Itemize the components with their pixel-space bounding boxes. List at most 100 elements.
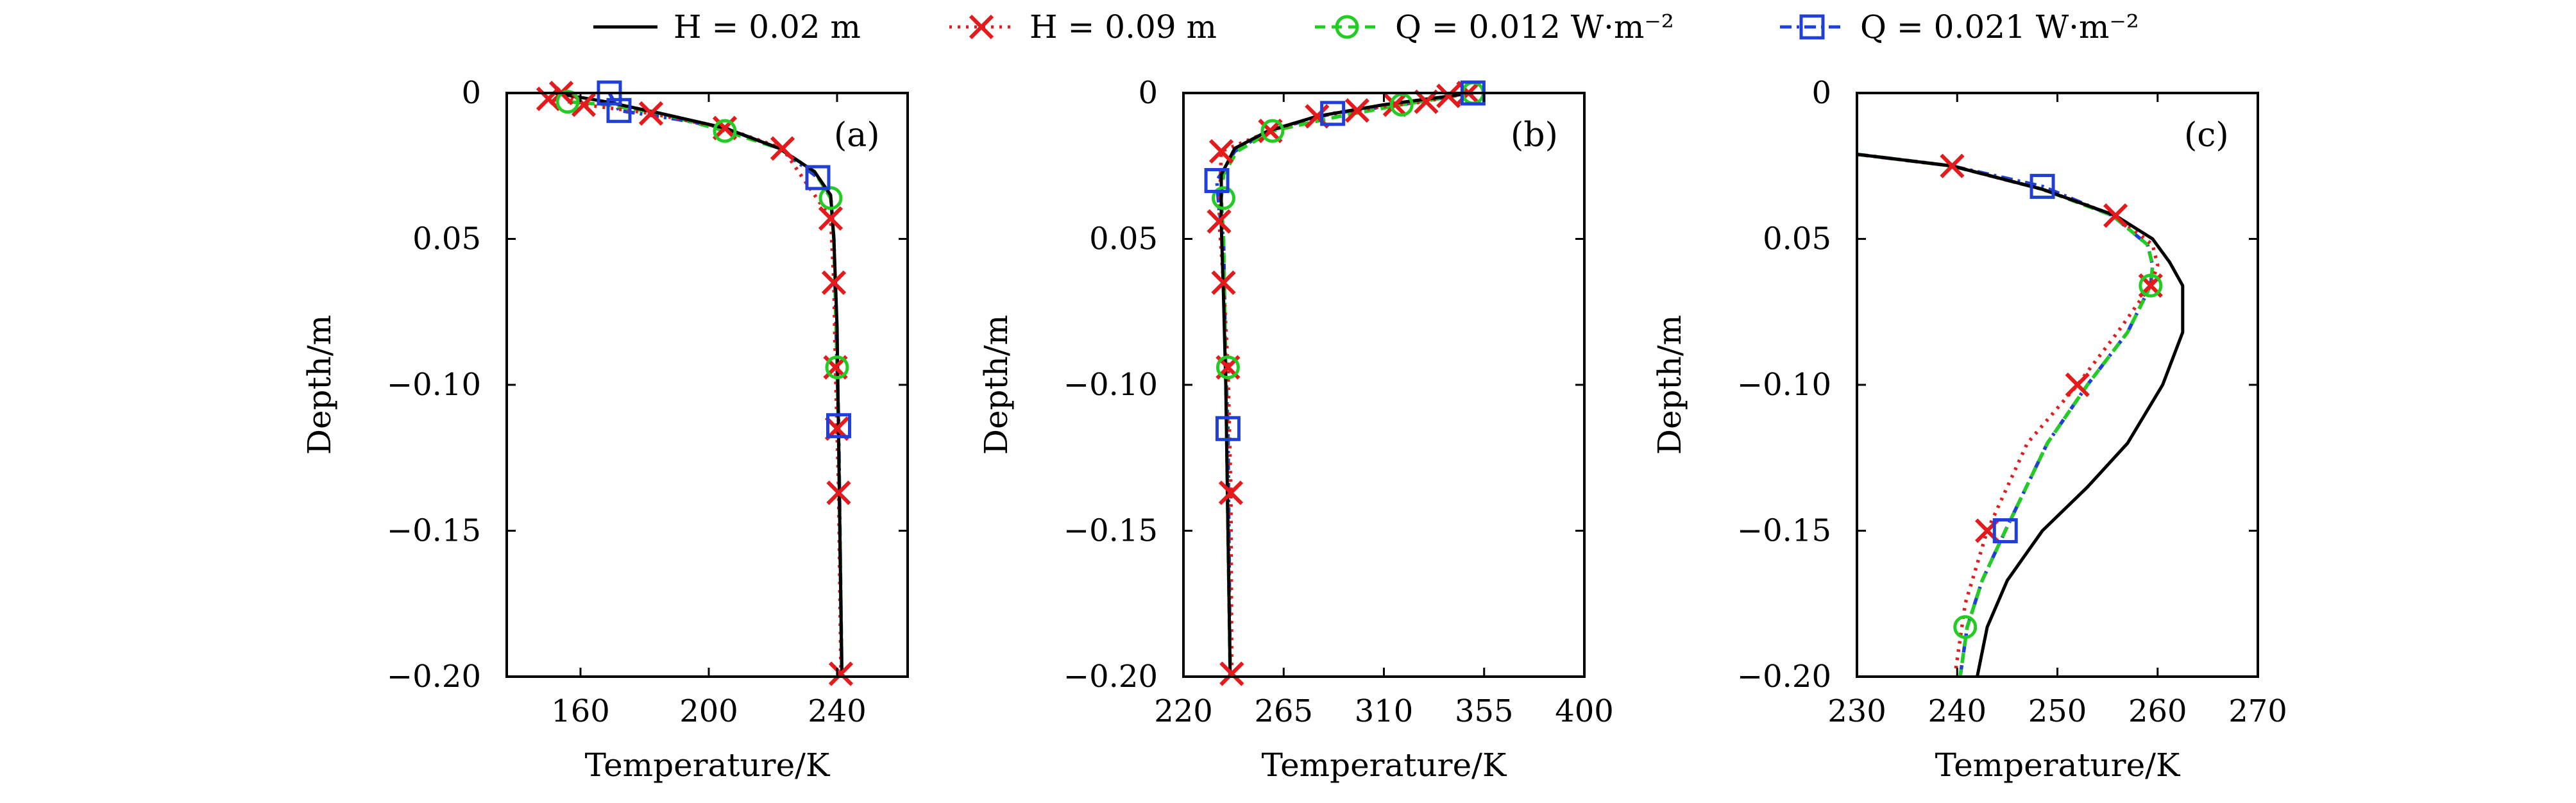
data-point-marker — [1207, 209, 1232, 234]
x-tick-label: 270 — [2228, 693, 2287, 729]
x-tick-label: 260 — [2128, 693, 2187, 729]
legend: H = 0.02 m H = 0.09 m Q = 0.012 W·m⁻² Q = 0… — [593, 8, 2139, 46]
y-tick-label: 0 — [1138, 75, 1158, 111]
x-tick-label: 265 — [1254, 693, 1313, 729]
x-tick-label: 160 — [551, 693, 610, 729]
y-tick-label: 0.05 — [412, 221, 481, 257]
series-line — [1219, 93, 1473, 677]
series-group — [1215, 93, 1473, 677]
series-line — [547, 93, 843, 674]
data-point-marker — [1344, 98, 1369, 123]
data-point-marker — [1219, 661, 1244, 686]
panel-tag: (c) — [2184, 116, 2229, 155]
plot-frame — [1856, 92, 2259, 678]
panel-tag: (b) — [1511, 116, 1558, 155]
data-point-marker — [606, 97, 632, 123]
data-point-marker — [825, 355, 849, 380]
data-point-marker — [1260, 119, 1285, 143]
legend-marker — [1799, 14, 1825, 40]
x-tick-label: 240 — [808, 693, 867, 729]
data-point-marker — [821, 270, 847, 295]
series-line — [1857, 152, 2160, 674]
data-point-marker — [1212, 186, 1235, 210]
x-tick-label: 250 — [2028, 693, 2087, 729]
y-tick-label: −0.10 — [387, 367, 481, 403]
marker-group — [536, 80, 854, 686]
y-tick-label: −0.20 — [1063, 659, 1158, 695]
data-point-marker — [826, 413, 851, 439]
x-tick-label: 220 — [1154, 693, 1213, 729]
series-line — [554, 93, 843, 677]
data-point-marker — [638, 101, 664, 126]
x-axis-label: Temperature/K — [1262, 747, 1507, 784]
marker-group — [1204, 80, 1486, 686]
data-point-marker — [1389, 92, 1414, 117]
y-tick-label: −0.20 — [1737, 659, 1831, 695]
marker-group — [1940, 153, 2163, 639]
data-point-marker — [805, 165, 831, 190]
y-tick-label: 0 — [1811, 75, 1831, 111]
legend-item: Q = 0.021 W·m⁻² — [1780, 8, 2139, 46]
legend-item: H = 0.02 m — [593, 8, 861, 46]
x-tick-label: 240 — [1928, 693, 1987, 729]
y-tick-label: 0.05 — [1089, 221, 1158, 257]
data-point-marker — [1436, 83, 1461, 108]
y-axis-label: Depth/m — [1651, 315, 1688, 455]
data-point-marker — [2103, 203, 2128, 228]
data-point-marker — [1953, 615, 1978, 639]
legend-marker — [1335, 15, 1359, 39]
data-point-marker — [1414, 89, 1439, 114]
y-axis-label: Depth/m — [978, 315, 1015, 455]
x-tick-label: 355 — [1455, 693, 1514, 729]
y-tick-label: −0.20 — [387, 659, 481, 695]
data-point-marker — [2065, 372, 2090, 398]
data-point-marker — [770, 136, 795, 161]
panel-tag: (a) — [834, 116, 880, 155]
series-line — [1857, 153, 2185, 677]
y-tick-label: 0.05 — [1763, 221, 1831, 257]
series-line — [1217, 93, 1469, 674]
data-point-marker — [713, 119, 737, 143]
data-point-marker — [712, 115, 738, 140]
legend-marker — [969, 14, 994, 40]
legend-label: H = 0.02 m — [674, 8, 861, 46]
data-point-marker — [2139, 273, 2163, 298]
data-point-marker — [1382, 92, 1407, 117]
data-point-marker — [828, 661, 854, 686]
series-group — [547, 93, 844, 677]
series-line — [1857, 152, 2155, 677]
data-point-marker — [826, 480, 851, 505]
chart-panel: 220 265 310 355 400 0 0.05 −0.10 −0.15 −0.20 Tempe… — [978, 75, 1614, 784]
data-point-marker — [818, 186, 843, 210]
data-point-marker — [818, 206, 843, 231]
legend-label: H = 0.09 m — [1030, 8, 1217, 46]
data-point-marker — [555, 90, 580, 114]
data-point-marker — [1320, 101, 1346, 126]
series-line — [567, 99, 844, 677]
chart-panels: 160 200 240 0 0.05 −0.10 −0.15 −0.20 Temperature… — [301, 75, 2287, 784]
x-tick-label: 200 — [679, 693, 738, 729]
series-line — [1215, 93, 1473, 677]
data-point-marker — [1211, 270, 1236, 295]
y-tick-label: 0 — [461, 75, 481, 111]
data-point-marker — [1940, 153, 1965, 178]
y-tick-label: −0.10 — [1063, 367, 1158, 403]
legend-label: Q = 0.012 W·m⁻² — [1395, 8, 1674, 46]
data-point-marker — [1204, 168, 1230, 193]
x-tick-label: 400 — [1555, 693, 1614, 729]
x-tick-label: 310 — [1355, 693, 1414, 729]
data-point-marker — [1992, 518, 2018, 543]
y-axis-label: Depth/m — [301, 315, 338, 455]
x-axis-label: Temperature/K — [1935, 747, 2181, 784]
legend-label: Q = 0.021 W·m⁻² — [1860, 8, 2139, 46]
x-tick-label: 230 — [1827, 693, 1886, 729]
series-line — [1219, 93, 1473, 677]
data-point-marker — [2029, 174, 2055, 199]
legend-item: H = 0.09 m — [949, 8, 1217, 46]
chart-panel: 160 200 240 0 0.05 −0.10 −0.15 −0.20 Temperature… — [301, 75, 909, 784]
x-axis-label: Temperature/K — [585, 747, 831, 784]
series-line — [1857, 152, 2155, 677]
chart-panel: 230 240 250 260 270 0 0.05 −0.10 −0.15 −0.20 Tempe… — [1651, 75, 2287, 784]
data-point-marker — [536, 86, 561, 112]
